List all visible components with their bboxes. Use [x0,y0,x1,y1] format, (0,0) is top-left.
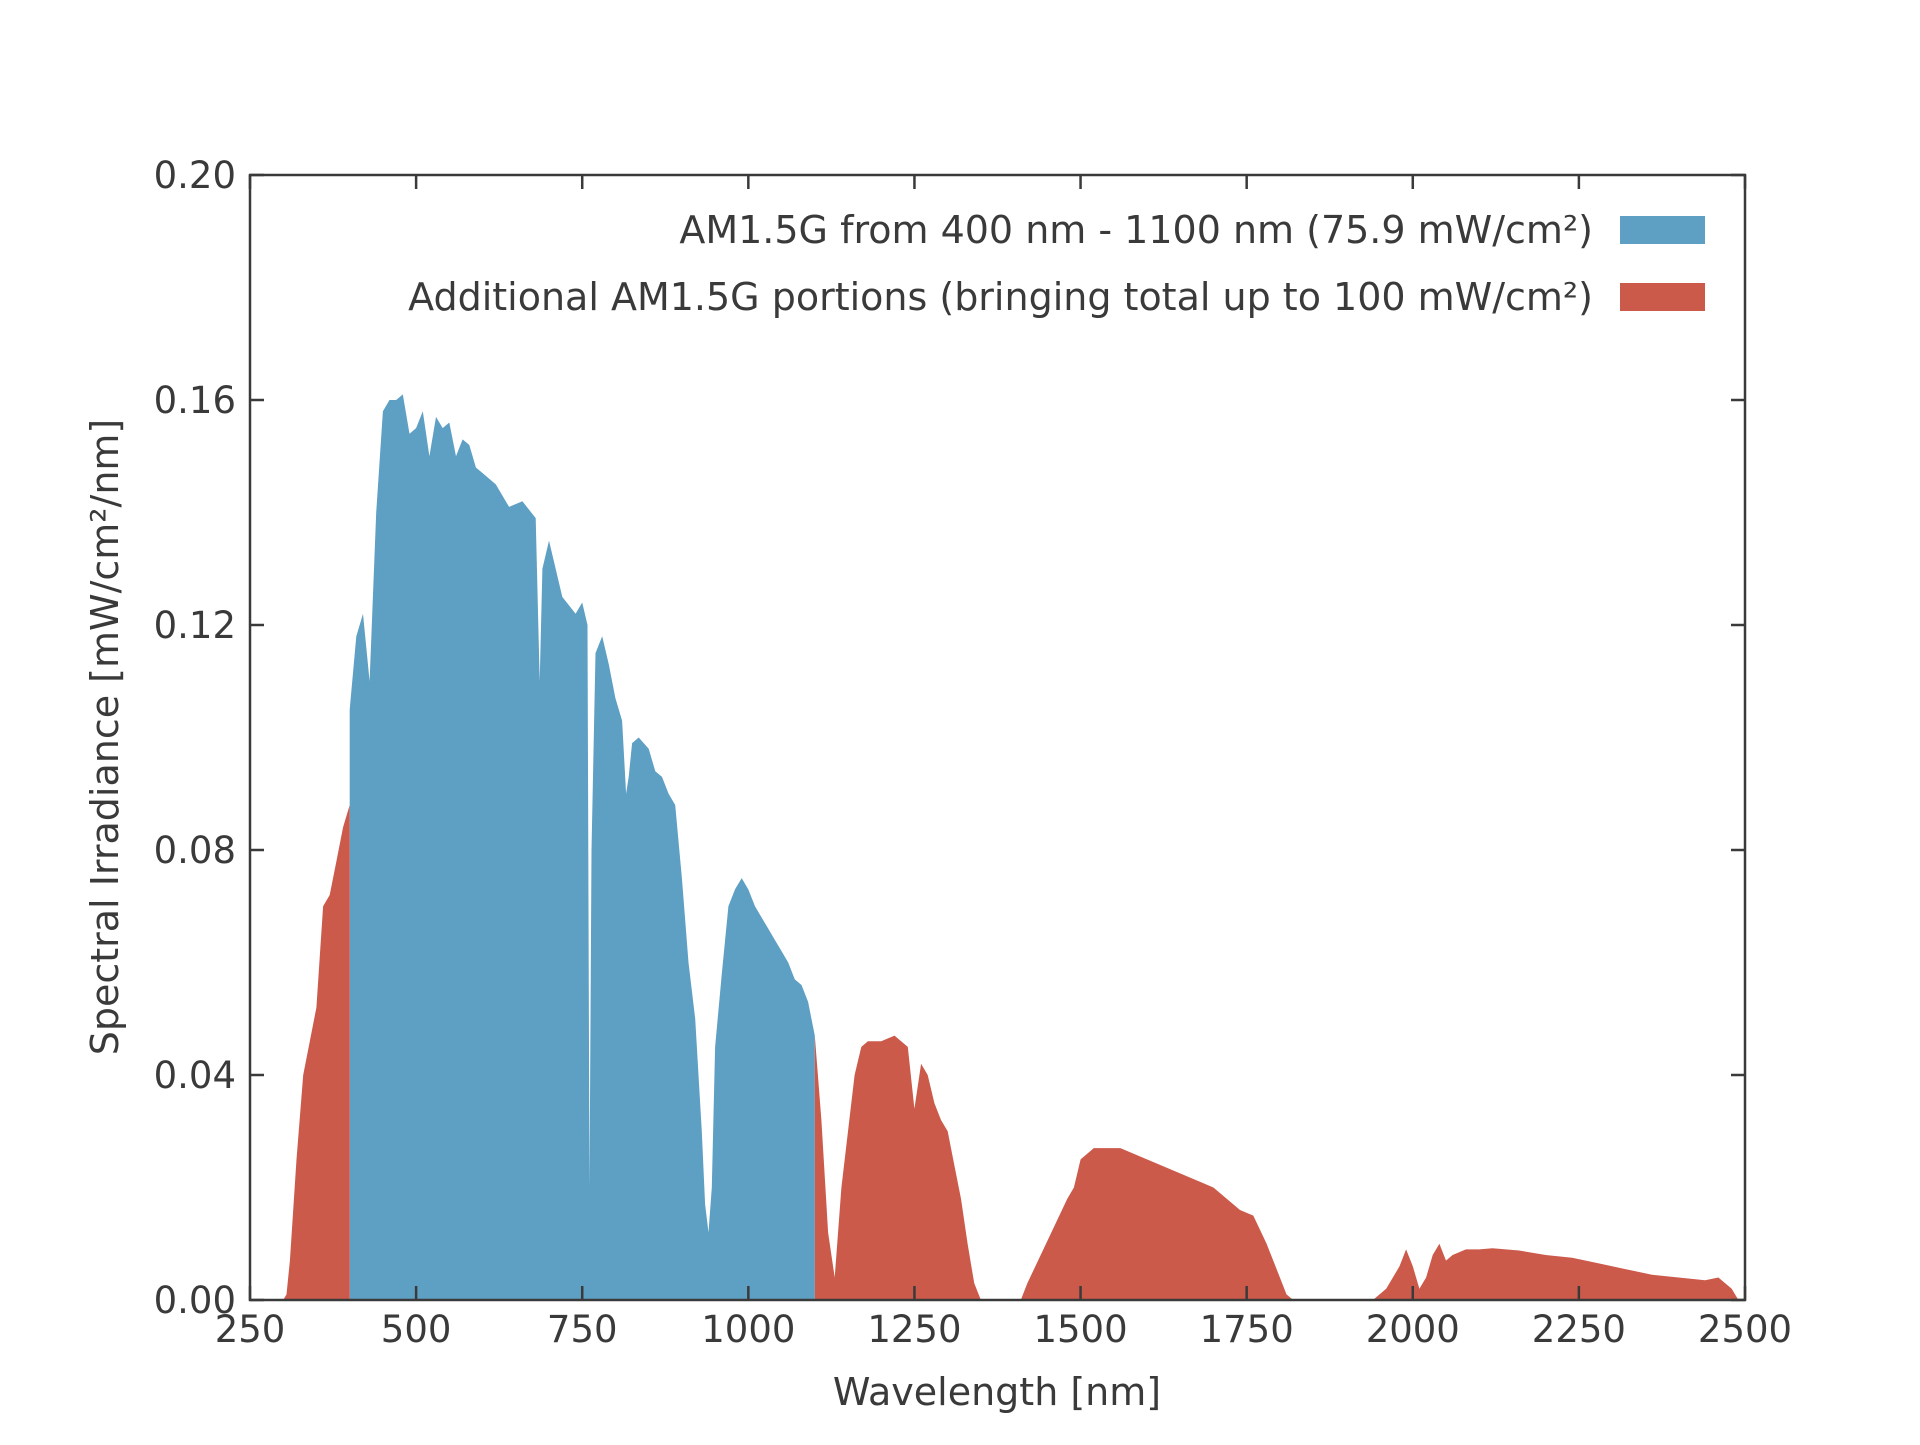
legend-swatch-1 [1620,283,1705,311]
x-tick-label-2: 750 [547,1308,618,1351]
series-layer [283,394,1739,1300]
x-tick-label-8: 2250 [1532,1308,1626,1351]
x-tick-label-4: 1250 [867,1308,961,1351]
series-1-area-segment-0 [283,805,350,1300]
legend-label-1: Additional AM1.5G portions (bringing tot… [408,275,1593,319]
y-axis-title: Spectral Irradiance [mW/cm²/nm] [83,419,127,1056]
y-tick-label-2: 0.08 [154,829,236,872]
x-tick-label-9: 2500 [1698,1308,1792,1351]
legend-swatch-0 [1620,216,1705,244]
legend-label-0: AM1.5G from 400 nm - 1100 nm (75.9 mW/cm… [679,208,1593,252]
x-axis-title: Wavelength [nm] [833,1370,1161,1414]
series-1-area-segment-2 [1020,1148,1294,1300]
tick-layer: 250 500 750 1000 1250 1500 1750 2000 2250 2500 0.0… [154,154,1792,1351]
x-tick-label-3: 1000 [701,1308,795,1351]
series-0-area [349,394,815,1300]
y-tick-label-1: 0.04 [154,1054,236,1097]
x-tick-label-5: 1500 [1033,1308,1127,1351]
x-tick-label-7: 2000 [1366,1308,1460,1351]
y-tick-label-5: 0.20 [154,154,236,197]
y-tick-label-4: 0.16 [154,379,236,422]
y-tick-label-0: 0.00 [154,1279,236,1322]
x-tick-label-0: 250 [215,1308,286,1351]
x-tick-label-1: 500 [381,1308,452,1351]
y-tick-label-3: 0.12 [154,604,236,647]
series-1-area-segment-1 [814,1035,981,1300]
legend: AM1.5G from 400 nm - 1100 nm (75.9 mW/cm… [408,208,1705,319]
x-tick-label-6: 1750 [1200,1308,1294,1351]
series-1-area-segment-3 [1372,1243,1739,1300]
plot-frame [248,173,1747,1302]
